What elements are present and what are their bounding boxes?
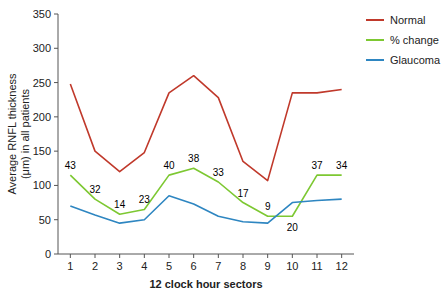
y-tick xyxy=(54,14,58,15)
y-tick-label: 300 xyxy=(33,42,51,54)
series-line xyxy=(70,196,341,223)
y-tick xyxy=(54,82,58,83)
x-tick xyxy=(292,254,293,258)
x-tick-label: 8 xyxy=(240,260,246,272)
y-tick-label: 200 xyxy=(33,111,51,123)
x-tick xyxy=(144,254,145,258)
x-tick xyxy=(341,254,342,258)
y-tick-label: 150 xyxy=(33,145,51,157)
legend-label: Glaucoma xyxy=(390,54,441,66)
annotation: 32 xyxy=(89,184,101,195)
x-tick-label: 10 xyxy=(286,260,298,272)
annotation: 9 xyxy=(265,201,271,212)
y-tick-label: 350 xyxy=(33,8,51,20)
x-axis: 123456789101112 xyxy=(58,254,354,272)
annotation: 14 xyxy=(114,199,126,210)
x-tick-label: 11 xyxy=(311,260,322,272)
y-axis-label: Average RNFL thickness(μm) in all patien… xyxy=(6,73,31,195)
y-tick xyxy=(54,151,58,152)
y-tick-label: 50 xyxy=(39,214,51,226)
annotation: 40 xyxy=(163,160,175,171)
x-tick-label: 6 xyxy=(191,260,197,272)
annotation: 20 xyxy=(287,222,299,233)
legend-swatch xyxy=(366,59,384,61)
legend-swatch xyxy=(366,19,384,21)
y-tick xyxy=(54,116,58,117)
x-tick-label: 4 xyxy=(141,260,147,272)
annotation: 33 xyxy=(213,167,225,178)
y-tick-label: 0 xyxy=(45,248,51,260)
x-tick xyxy=(169,254,170,258)
x-axis-label: 12 clock hour sectors xyxy=(149,278,262,290)
y-axis-line xyxy=(58,14,59,254)
y-tick xyxy=(54,185,58,186)
chart-container: 05010015020025030035012345678910111212 c… xyxy=(0,0,446,294)
x-axis-line xyxy=(58,254,354,255)
x-tick xyxy=(95,254,96,258)
annotation: 34 xyxy=(336,160,348,171)
annotation: 23 xyxy=(139,194,151,205)
x-tick xyxy=(70,254,71,258)
x-tick-label: 9 xyxy=(265,260,271,272)
x-tick-label: 1 xyxy=(67,260,73,272)
plot-area xyxy=(70,76,341,223)
x-tick xyxy=(267,254,268,258)
annotation: 43 xyxy=(65,160,77,171)
x-tick-label: 2 xyxy=(92,260,98,272)
y-axis: 0 50 100 150 200 250 300 350 xyxy=(33,8,58,260)
annotation: 37 xyxy=(311,160,323,171)
x-tick-label: 5 xyxy=(166,260,172,272)
x-tick xyxy=(218,254,219,258)
y-tick xyxy=(54,48,58,49)
x-tick-label: 12 xyxy=(336,260,348,272)
series-line xyxy=(70,168,341,216)
x-tick xyxy=(193,254,194,258)
legend-label: % change xyxy=(390,34,439,46)
annotation: 38 xyxy=(188,153,200,164)
annotations: 43 32 14 23 40 38 33 17 9 20 37 34 xyxy=(65,153,348,233)
series-line xyxy=(70,76,341,181)
x-tick xyxy=(119,254,120,258)
x-tick-label: 7 xyxy=(215,260,221,272)
x-tick-label: 3 xyxy=(117,260,123,272)
legend: Normal % change Glaucoma xyxy=(366,14,441,66)
chart: 05010015020025030035012345678910111212 c… xyxy=(0,0,446,294)
annotation: 17 xyxy=(237,188,249,199)
legend-label: Normal xyxy=(390,14,425,26)
x-tick xyxy=(243,254,244,258)
legend-swatch xyxy=(366,39,384,41)
y-tick xyxy=(54,219,58,220)
y-tick-label: 250 xyxy=(33,77,51,89)
x-tick xyxy=(317,254,318,258)
y-tick xyxy=(54,254,58,255)
y-tick-label: 100 xyxy=(33,179,51,191)
